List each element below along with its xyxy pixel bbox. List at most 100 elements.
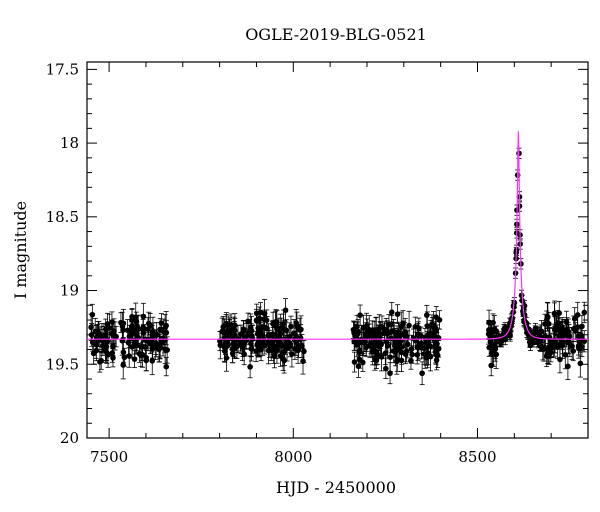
- data-point: [418, 340, 425, 347]
- data-point: [271, 353, 278, 360]
- data-point: [102, 347, 109, 353]
- x-tick-label: 7500: [90, 448, 128, 466]
- data-point: [572, 328, 579, 334]
- data-point: [490, 351, 497, 358]
- data-point: [270, 331, 276, 337]
- data-point: [387, 370, 393, 377]
- data-point: [577, 360, 584, 367]
- y-tick-label: 20: [60, 429, 79, 447]
- data-point: [221, 344, 228, 351]
- data-point: [89, 311, 96, 318]
- data-point: [355, 363, 362, 370]
- data-point: [240, 326, 247, 332]
- data-point: [217, 342, 224, 349]
- data-point: [487, 339, 494, 345]
- data-point: [408, 346, 415, 353]
- data-point: [557, 356, 563, 363]
- data-point: [429, 321, 435, 327]
- data-point: [261, 310, 268, 317]
- data-point: [265, 339, 271, 345]
- data-point: [555, 320, 562, 327]
- data-point: [425, 350, 432, 357]
- data-point: [110, 355, 116, 361]
- data-point: [140, 330, 147, 336]
- data-point: [140, 313, 147, 320]
- data-point: [581, 309, 588, 316]
- data-point: [392, 343, 398, 349]
- data-point: [354, 323, 360, 330]
- data-point: [133, 331, 140, 338]
- data-point: [397, 339, 404, 345]
- x-axis-label: HJD - 2450000: [276, 478, 396, 497]
- data-point: [552, 340, 558, 347]
- data-point: [279, 349, 286, 356]
- data-points: [88, 147, 588, 386]
- data-point: [537, 338, 544, 344]
- data-point: [400, 331, 407, 338]
- data-point: [565, 363, 571, 370]
- data-point: [388, 309, 395, 315]
- data-point: [486, 319, 492, 326]
- data-point: [536, 342, 543, 348]
- data-point: [373, 348, 379, 355]
- data-point: [415, 344, 421, 351]
- data-point: [301, 348, 307, 355]
- data-point: [388, 335, 394, 342]
- data-point: [366, 327, 373, 333]
- data-point: [288, 323, 294, 330]
- data-point: [414, 351, 421, 358]
- chart-title: OGLE-2019-BLG-0521: [245, 25, 427, 44]
- y-axis: 17.5 18 18.5 19 19.5 20: [46, 60, 588, 447]
- data-point: [265, 332, 272, 339]
- data-point: [230, 340, 237, 347]
- data-point: [143, 357, 150, 364]
- data-point: [544, 350, 551, 357]
- data-point: [281, 357, 287, 364]
- data-point: [289, 351, 295, 357]
- data-point: [357, 312, 363, 319]
- data-point: [282, 307, 289, 314]
- data-point: [493, 328, 500, 335]
- data-point: [90, 350, 97, 357]
- data-point: [245, 318, 251, 325]
- data-point: [247, 364, 253, 370]
- data-point: [415, 331, 422, 338]
- data-point: [416, 325, 422, 331]
- data-point: [102, 326, 109, 332]
- data-point: [287, 333, 293, 340]
- data-point: [119, 323, 126, 330]
- data-point: [362, 331, 369, 338]
- data-point: [433, 357, 440, 363]
- x-tick-label: 8000: [274, 448, 312, 466]
- data-point: [280, 325, 287, 331]
- data-point: [421, 351, 427, 357]
- data-point: [563, 319, 570, 325]
- data-point: [292, 346, 298, 352]
- data-point: [551, 310, 558, 317]
- data-point: [375, 333, 382, 340]
- data-point: [387, 354, 394, 360]
- y-tick-label: 18: [60, 134, 79, 152]
- data-point: [270, 342, 277, 349]
- data-point: [229, 346, 236, 352]
- data-point: [223, 321, 229, 328]
- data-point: [488, 330, 495, 336]
- x-axis: 7500 8000 8500: [90, 62, 552, 466]
- data-point: [391, 329, 398, 335]
- data-point: [419, 370, 425, 377]
- data-point: [136, 350, 143, 357]
- data-point: [149, 358, 156, 364]
- data-point: [127, 335, 133, 341]
- data-point: [559, 324, 565, 331]
- data-point: [98, 357, 105, 364]
- data-point: [406, 322, 412, 329]
- data-point: [110, 343, 116, 350]
- data-point: [377, 339, 383, 346]
- data-point: [284, 345, 290, 352]
- data-point: [394, 358, 400, 365]
- data-point: [433, 351, 439, 358]
- data-point: [156, 341, 163, 348]
- y-axis-label: I magnitude: [11, 201, 30, 299]
- y-tick-label: 17.5: [46, 60, 79, 78]
